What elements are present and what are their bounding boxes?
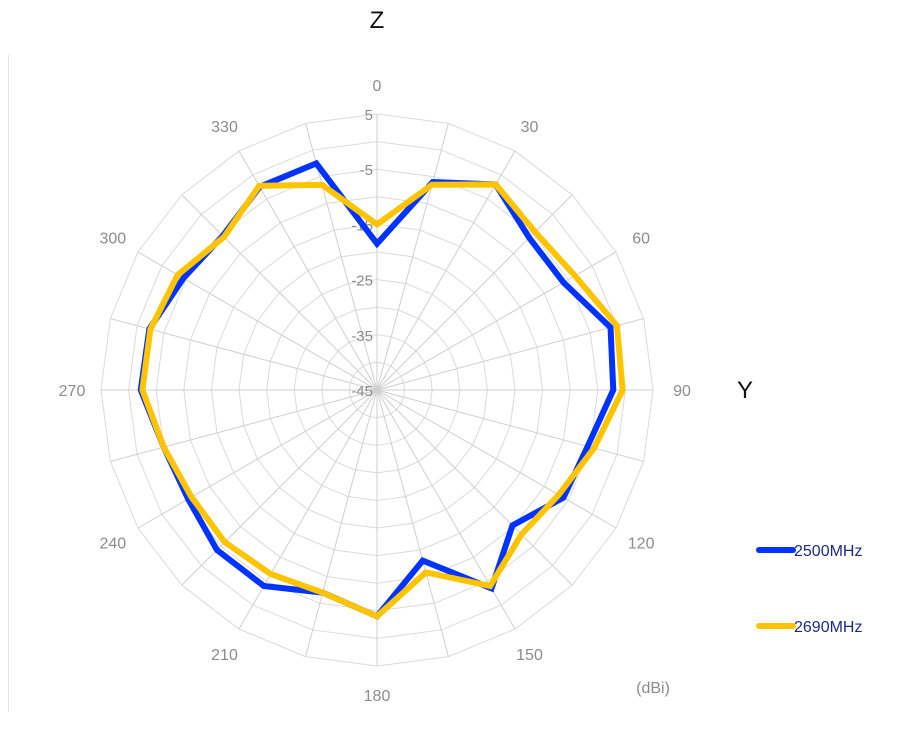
angle-tick-label: 90 — [673, 383, 691, 400]
angle-tick-label: 120 — [628, 536, 655, 553]
spoke — [305, 389, 378, 657]
radial-tick-label: -5 — [360, 162, 373, 179]
spoke — [238, 150, 378, 391]
spoke — [376, 150, 516, 391]
radial-tick-label: 5 — [365, 107, 373, 124]
angle-tick-labels: 0 30 60 90 120 150 180 210 240 270 300 330 — [59, 78, 691, 705]
spoke — [137, 389, 378, 529]
spoke — [181, 194, 378, 391]
spoke — [376, 251, 617, 391]
angle-tick-label: 300 — [100, 231, 127, 248]
spoke — [110, 389, 378, 462]
legend-label-2690mhz: 2690MHz — [794, 619, 862, 636]
angle-tick-label: 240 — [100, 536, 127, 553]
axis-label-y: Y — [737, 377, 753, 404]
spoke — [376, 389, 449, 657]
spoke — [376, 194, 573, 391]
axis-label-z: Z — [370, 7, 385, 34]
spoke — [181, 389, 378, 586]
spoke — [376, 389, 617, 529]
spoke — [376, 123, 449, 391]
spoke — [376, 389, 644, 462]
series-line-2690mhz — [139, 181, 626, 620]
spoke — [137, 251, 378, 391]
legend-label-2500mhz: 2500MHz — [794, 543, 862, 560]
angular-spokes — [101, 114, 653, 666]
angle-tick-label: 0 — [373, 78, 382, 95]
radial-tick-label: -35 — [351, 328, 373, 345]
radial-tick-label: -45 — [351, 383, 373, 400]
angle-tick-label: 330 — [211, 119, 238, 136]
series-lines — [137, 159, 626, 620]
angle-tick-label: 210 — [211, 647, 238, 664]
unit-label: (dBi) — [636, 680, 670, 697]
angle-tick-label: 30 — [521, 119, 539, 136]
legend: 2500MHz 2690MHz — [756, 543, 862, 636]
spoke — [376, 389, 573, 586]
angle-tick-label: 150 — [516, 647, 543, 664]
angle-tick-label: 60 — [632, 231, 650, 248]
spoke — [110, 318, 378, 391]
angle-tick-label: 270 — [59, 383, 86, 400]
angle-tick-label: 180 — [364, 688, 391, 705]
spoke — [238, 389, 378, 630]
radial-tick-label: -25 — [351, 273, 373, 290]
spoke — [376, 318, 644, 391]
